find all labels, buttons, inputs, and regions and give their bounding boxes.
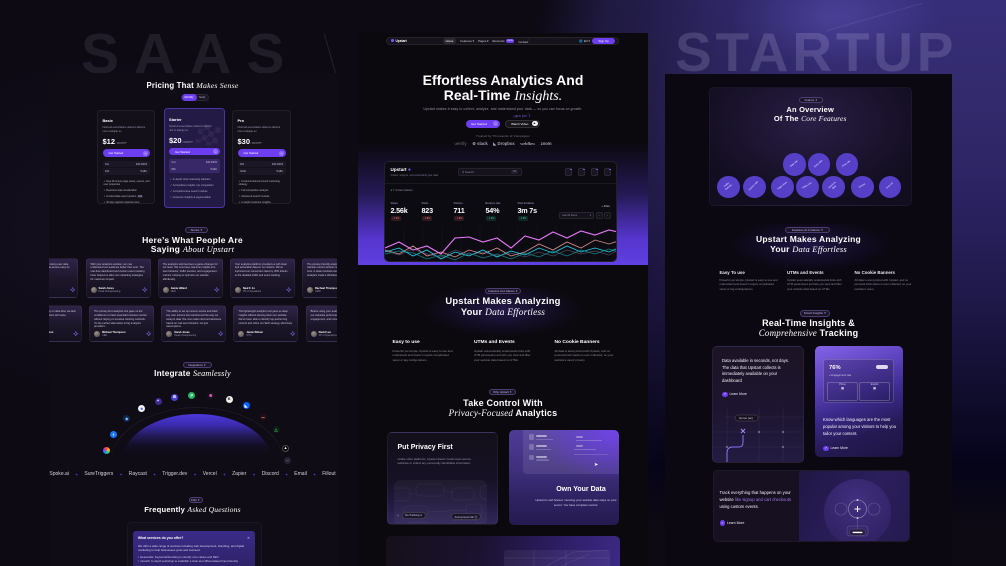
svg-text:Home (en): Home (en) [739, 416, 753, 420]
